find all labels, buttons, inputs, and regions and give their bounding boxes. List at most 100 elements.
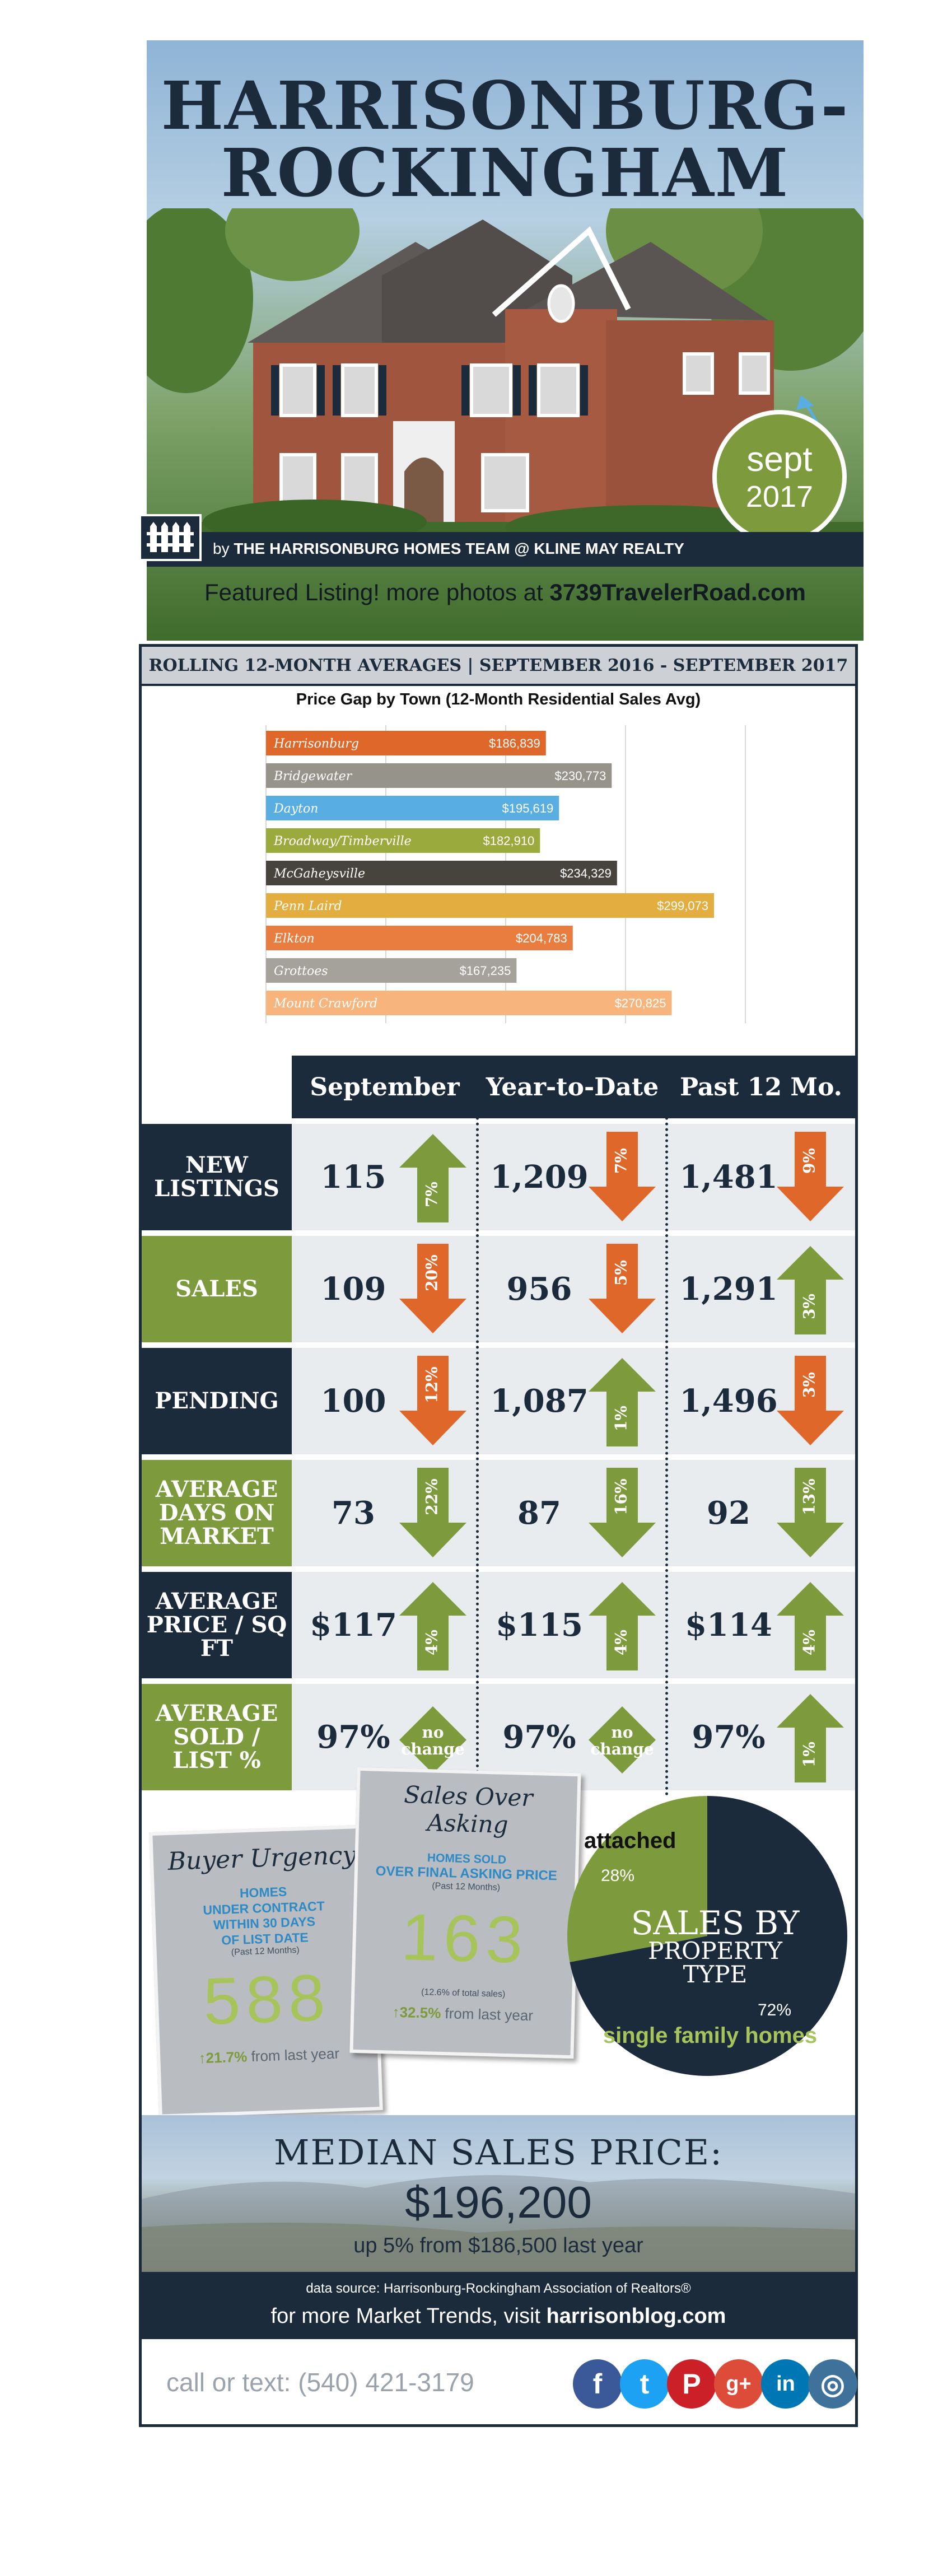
- change-value: ↑32.5%: [392, 2003, 441, 2022]
- median-value: $196,200: [405, 2177, 592, 2227]
- stat-value: $117: [310, 1607, 397, 1644]
- blog-link[interactable]: harrisonblog.com: [546, 2304, 726, 2328]
- svg-text:4%: 4%: [612, 1630, 631, 1655]
- chart-category-label: Grottoes: [274, 964, 328, 978]
- pie-title-line-3: TYPE: [683, 1961, 748, 1988]
- arrow-down-icon: 9%: [777, 1132, 844, 1221]
- stat-value: 1,481: [679, 1159, 778, 1196]
- chart-value-label: $230,773: [555, 769, 606, 783]
- stats-cell: $115 4%: [478, 1572, 667, 1678]
- arrow-down-icon: 16%: [589, 1468, 656, 1557]
- median-heading: MEDIAN SALES PRICE:: [273, 2132, 723, 2173]
- stat-value: 97%: [502, 1719, 576, 1756]
- hero-banner: HARRISONBURG- ROCKINGHAM sept 2017 by TH…: [147, 40, 864, 641]
- pie-pct-attached: 28%: [601, 1866, 635, 1885]
- pie-label-single: single family homes: [603, 2023, 818, 2048]
- arrow-up-icon: 7%: [399, 1134, 466, 1222]
- linkedin-icon[interactable]: in: [761, 2359, 810, 2409]
- featured-prefix: Featured Listing! more photos at: [204, 579, 550, 605]
- pie-title: SALES BY PROPERTY TYPE: [586, 1907, 844, 1986]
- byline-bar: by THE HARRISONBURG HOMES TEAM @ KLINE M…: [147, 532, 864, 567]
- chart-category-label: Elkton: [273, 932, 315, 946]
- stat-value: 956: [506, 1271, 572, 1308]
- card-number: 163: [400, 1900, 529, 1977]
- svg-text:22%: 22%: [423, 1478, 441, 1515]
- column-divider: [665, 1056, 668, 1796]
- chart-category-label: McGaheysville: [273, 867, 365, 881]
- stat-value: 109: [320, 1271, 386, 1308]
- rolling-header-bar: ROLLING 12-MONTH AVERAGES | SEPTEMBER 20…: [142, 647, 855, 686]
- chart-value-label: $204,783: [516, 931, 567, 945]
- chart-category-label: Penn Laird: [273, 899, 342, 913]
- stats-cell: 1,481 9%: [667, 1124, 855, 1230]
- byline-team: THE HARRISONBURG HOMES TEAM @ KLINE MAY …: [234, 540, 684, 557]
- stats-cell: 956 5%: [478, 1236, 667, 1342]
- chart-value-label: $167,235: [460, 964, 511, 978]
- arrow-down-icon: 12%: [399, 1356, 466, 1445]
- stat-value: 87: [517, 1495, 561, 1532]
- stat-value: 97%: [692, 1719, 766, 1756]
- trends-prefix: for more Market Trends, visit: [270, 2304, 547, 2328]
- chart-bar: [266, 991, 672, 1015]
- chart-category-label: Broadway/Timberville: [273, 834, 412, 848]
- byline-prefix: by: [213, 540, 234, 557]
- row-label: AVERAGE PRICE / SQ FT: [142, 1572, 292, 1678]
- facebook-icon[interactable]: f: [573, 2359, 622, 2409]
- stats-cell: 97% no change: [478, 1684, 667, 1790]
- change-suffix: from last year: [440, 2004, 534, 2024]
- house-photo: [147, 208, 864, 544]
- stats-cell: 109 20%: [292, 1236, 478, 1342]
- arrow-up-icon: 4%: [399, 1582, 466, 1670]
- svg-text:20%: 20%: [423, 1254, 441, 1291]
- column-divider: [476, 1056, 479, 1796]
- svg-text:4%: 4%: [423, 1630, 441, 1655]
- chart-bar: [266, 796, 559, 820]
- fence-icon: [147, 522, 194, 552]
- arrow-down-icon: 13%: [777, 1468, 844, 1557]
- arrow-down-icon: 22%: [399, 1468, 466, 1557]
- svg-text:16%: 16%: [612, 1478, 631, 1515]
- byline-text: by THE HARRISONBURG HOMES TEAM @ KLINE M…: [213, 540, 684, 558]
- card-title: Buyer Urgency: [167, 1841, 357, 1876]
- arrow-down-icon: 5%: [589, 1244, 656, 1333]
- svg-text:change: change: [401, 1740, 464, 1758]
- date-badge: sept 2017: [712, 410, 847, 544]
- arrow-down-icon: 3%: [777, 1356, 844, 1445]
- chart-value-label: $182,910: [483, 834, 535, 848]
- row-label: NEW LISTINGS: [142, 1124, 292, 1230]
- phone-number[interactable]: call or text: (540) 421-3179: [166, 2368, 474, 2397]
- svg-text:no: no: [422, 1723, 444, 1742]
- chart-value-label: $195,619: [502, 801, 554, 815]
- pie-label-attached: attached: [584, 1828, 676, 1853]
- google-plus-icon[interactable]: g+: [714, 2359, 763, 2409]
- featured-address-link[interactable]: 3739TravelerRoad.com: [549, 579, 806, 605]
- twitter-icon[interactable]: t: [620, 2359, 669, 2409]
- chart-bar: [266, 861, 617, 885]
- instagram-icon[interactable]: ◎: [808, 2359, 857, 2409]
- svg-text:7%: 7%: [612, 1148, 631, 1174]
- stat-value: 1,291: [679, 1271, 778, 1308]
- stat-value: 97%: [316, 1719, 390, 1756]
- column-header: Past 12 Mo.: [667, 1056, 855, 1118]
- pie-slice-single: [570, 1796, 847, 2076]
- row-label: PENDING: [142, 1348, 292, 1454]
- card-share: (12.6% of total sales): [421, 1987, 506, 1999]
- row-label: SALES: [142, 1236, 292, 1342]
- chart-category-label: Dayton: [273, 802, 318, 816]
- svg-text:1%: 1%: [800, 1742, 819, 1767]
- stat-value: 115: [320, 1159, 386, 1196]
- data-source: data source: Harrisonburg-Rockingham Ass…: [306, 2281, 691, 2296]
- stats-cell: 97% 1%: [667, 1684, 855, 1790]
- stats-cell: 73 22%: [292, 1460, 478, 1566]
- chart-bar: [266, 926, 573, 950]
- card-change: ↑32.5% from last year: [354, 2003, 572, 2026]
- chart-value-label: $299,073: [657, 899, 708, 913]
- pinterest-icon[interactable]: P: [667, 2359, 716, 2409]
- team-logo: [139, 514, 202, 561]
- title-line-2: ROCKINGHAM: [221, 134, 790, 212]
- chart-value-label: $234,329: [560, 866, 612, 880]
- median-change: up 5% from $186,500 last year: [353, 2234, 643, 2257]
- card-change: ↑21.7% from last year: [160, 2044, 378, 2069]
